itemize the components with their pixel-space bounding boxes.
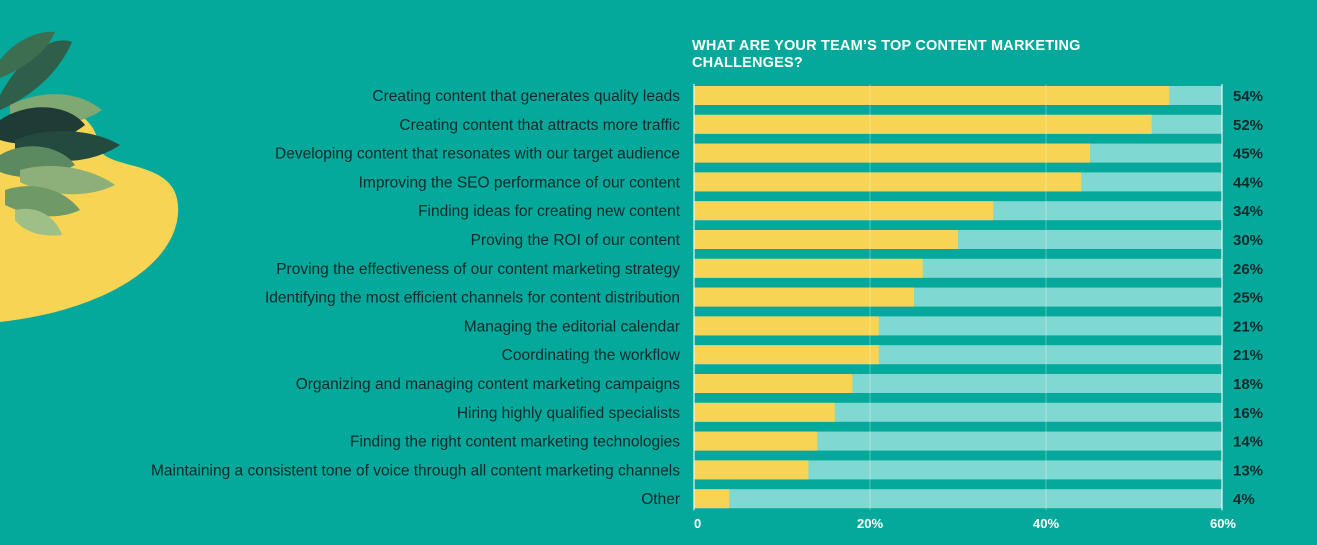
bar	[694, 287, 914, 307]
category-label: Proving the ROI of our content	[471, 232, 681, 249]
bar	[694, 172, 1082, 192]
bar	[694, 489, 730, 509]
value-label: 34%	[1233, 203, 1263, 220]
category-label: Creating content that attracts more traf…	[399, 117, 680, 134]
category-label: Proving the effectiveness of our content…	[276, 261, 680, 278]
bar	[694, 402, 835, 422]
category-label: Maintaining a consistent tone of voice t…	[151, 462, 680, 479]
value-label: 21%	[1233, 347, 1263, 364]
x-tick-label: 40%	[1033, 516, 1059, 531]
category-label: Managing the editorial calendar	[464, 318, 680, 335]
category-label: Developing content that resonates with o…	[275, 146, 680, 163]
bar	[694, 460, 809, 480]
value-label: 52%	[1233, 117, 1263, 134]
value-label: 14%	[1233, 434, 1263, 451]
chart-title: WHAT ARE YOUR TEAM’S TOP CONTENT MARKETI…	[692, 38, 1081, 71]
bar-track	[694, 431, 1222, 451]
value-label: 21%	[1233, 318, 1263, 335]
x-tick-label: 0	[694, 516, 701, 531]
value-label: 30%	[1233, 232, 1263, 249]
category-label: Finding the right content marketing tech…	[350, 434, 680, 451]
bar	[694, 316, 879, 336]
bar	[694, 201, 994, 221]
category-label: Hiring highly qualified specialists	[457, 405, 680, 422]
category-label: Organizing and managing content marketin…	[296, 376, 681, 393]
category-label: Identifying the most efficient channels …	[265, 290, 680, 307]
value-label: 54%	[1233, 88, 1263, 105]
bar	[694, 345, 879, 365]
x-tick-label: 60%	[1210, 516, 1236, 531]
category-label: Improving the SEO performance of our con…	[359, 174, 681, 191]
bar	[694, 431, 818, 451]
value-label: 44%	[1233, 174, 1263, 191]
bar-track	[694, 489, 1222, 509]
category-label: Coordinating the workflow	[502, 347, 681, 364]
leaves-icon	[0, 31, 120, 236]
category-label: Finding ideas for creating new content	[418, 203, 681, 220]
bar	[694, 143, 1090, 163]
bar	[694, 258, 923, 278]
value-label: 25%	[1233, 290, 1263, 307]
leaf-decoration	[0, 31, 179, 323]
bar	[694, 374, 853, 393]
value-label: 45%	[1233, 146, 1263, 163]
category-label: Creating content that generates quality …	[372, 88, 680, 105]
bar	[694, 86, 1170, 105]
bar	[694, 230, 958, 249]
value-label: 26%	[1233, 261, 1263, 278]
value-label: 4%	[1233, 491, 1255, 508]
category-label: Other	[641, 491, 680, 508]
value-label: 16%	[1233, 405, 1263, 422]
x-tick-label: 20%	[857, 516, 883, 531]
bar	[694, 114, 1152, 134]
value-label: 18%	[1233, 376, 1263, 393]
bar-track	[694, 460, 1222, 480]
value-label: 13%	[1233, 462, 1263, 479]
